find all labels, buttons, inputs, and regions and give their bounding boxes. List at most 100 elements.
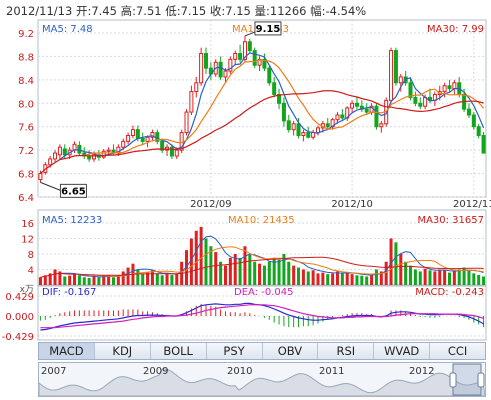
candle-body [223, 70, 228, 78]
macd-axis-tick: 0.000 [5, 312, 34, 323]
candle-body [194, 82, 199, 93]
navigator-year-label: 2010 [227, 366, 252, 377]
candle-body [374, 105, 379, 128]
volume-bar [306, 271, 310, 285]
tab-psy[interactable]: PSY [207, 343, 263, 359]
macd-dif-legend: DIF: -0.167 [42, 287, 96, 298]
price-axis-tick: 8.0 [18, 99, 34, 110]
volume-bar [116, 275, 120, 285]
volume-bar [482, 276, 486, 285]
tab-obv[interactable]: OBV [263, 343, 319, 359]
volume-bar [223, 265, 227, 285]
candle-body [350, 102, 355, 109]
volume-bar [282, 254, 286, 285]
volume-bar [102, 275, 106, 285]
volume-bar [219, 261, 223, 285]
volume-bar [68, 275, 72, 285]
candle-body [174, 149, 179, 157]
candle-body [398, 76, 403, 84]
max-price-leader [244, 31, 256, 37]
volume-bar [443, 270, 447, 285]
candle-body [91, 154, 97, 160]
volume-bar [87, 278, 91, 285]
candle-body [262, 58, 267, 69]
volume-bar [126, 267, 130, 285]
volume-ma5-legend: MA5: 12233 [42, 215, 102, 226]
volume-bar [141, 273, 145, 285]
volume-bar [394, 242, 398, 285]
price-axis-tick: 9.2 [18, 29, 34, 40]
volume-bar [248, 254, 252, 285]
volume-axis-tick: 16 [21, 219, 34, 230]
volume-axis-tick: 12 [21, 235, 34, 246]
volume-bar [277, 259, 281, 285]
volume-bar [292, 265, 296, 285]
candle-body [272, 82, 277, 95]
volume-bar [409, 265, 413, 285]
candle-body [106, 149, 111, 152]
date-axis-tick: 2012/10 [331, 199, 373, 210]
volume-bar [404, 261, 408, 285]
volume-bar [472, 273, 476, 285]
volume-bar [38, 277, 42, 285]
price-ma5-line [59, 52, 485, 160]
volume-bar [258, 263, 262, 285]
min-price-box [59, 183, 87, 198]
quote-summary: 2012/11/13 开:7.45 高:7.51 低:7.15 收:7.15 量… [6, 3, 366, 19]
candle-body [408, 82, 413, 98]
volume-bar [214, 252, 218, 285]
volume-bar [389, 238, 393, 285]
tab-macd[interactable]: MACD [39, 343, 95, 359]
volume-bar [433, 271, 437, 285]
volume-bar [82, 277, 86, 285]
candle-body [476, 126, 481, 137]
volume-bar [267, 261, 271, 285]
candle-body [130, 129, 135, 136]
candle-body [281, 102, 286, 122]
volume-bar [447, 272, 451, 285]
volume-bar [209, 246, 213, 285]
volume-bar [428, 270, 432, 285]
volume-ma10-legend: MA10: 21435 [228, 215, 295, 226]
high-value: 7.51 [135, 4, 162, 18]
volume-bar [438, 269, 442, 285]
volume-bar [413, 269, 417, 285]
candle-body [228, 58, 233, 72]
candle-body [242, 41, 247, 60]
price-axis-tick: 7.6 [18, 123, 34, 134]
navigator-drag-handle[interactable] [477, 372, 485, 388]
tab-boll[interactable]: BOLL [151, 343, 207, 359]
candle-body [315, 127, 321, 134]
navigator-sparkline: 2007 2009 2010 2011 2012 [38, 363, 486, 397]
tab-wvad[interactable]: WVAD [374, 343, 431, 359]
macd-value-legend: MACD: -0.243 [415, 287, 484, 298]
candle-body [296, 123, 301, 136]
volume-bar [345, 272, 349, 285]
tab-kdj[interactable]: KDJ [95, 343, 151, 359]
volume-bar [58, 271, 62, 285]
volume-bar [63, 276, 67, 285]
candle-body [169, 146, 174, 157]
close-value: 7.15 [225, 4, 251, 18]
volume-bar [379, 271, 383, 285]
volume-bar [477, 274, 481, 285]
max-price-box [254, 21, 282, 36]
volume-bar [262, 265, 266, 285]
min-price-leader [40, 181, 61, 191]
volume-value: 11266 [269, 4, 307, 18]
candle-body [301, 132, 306, 136]
navigator-year-label: 2007 [41, 366, 66, 377]
candle-body [335, 114, 340, 121]
navigator-selection-window[interactable] [452, 363, 482, 396]
indicator-tabs: MACD KDJ BOLL PSY OBV RSI WVAD CCI [38, 342, 486, 360]
volume-bar [360, 275, 364, 285]
navigator-drag-handle[interactable] [449, 372, 457, 388]
volume-bar [399, 254, 403, 285]
candle-body [481, 135, 486, 154]
change-value: -4.54% [325, 4, 367, 18]
time-navigator[interactable]: 2007 2009 2010 2011 2012 [38, 362, 486, 397]
tab-cci[interactable]: CCI [447, 344, 468, 358]
candle-body [184, 111, 189, 134]
tab-rsi[interactable]: RSI [318, 343, 375, 359]
